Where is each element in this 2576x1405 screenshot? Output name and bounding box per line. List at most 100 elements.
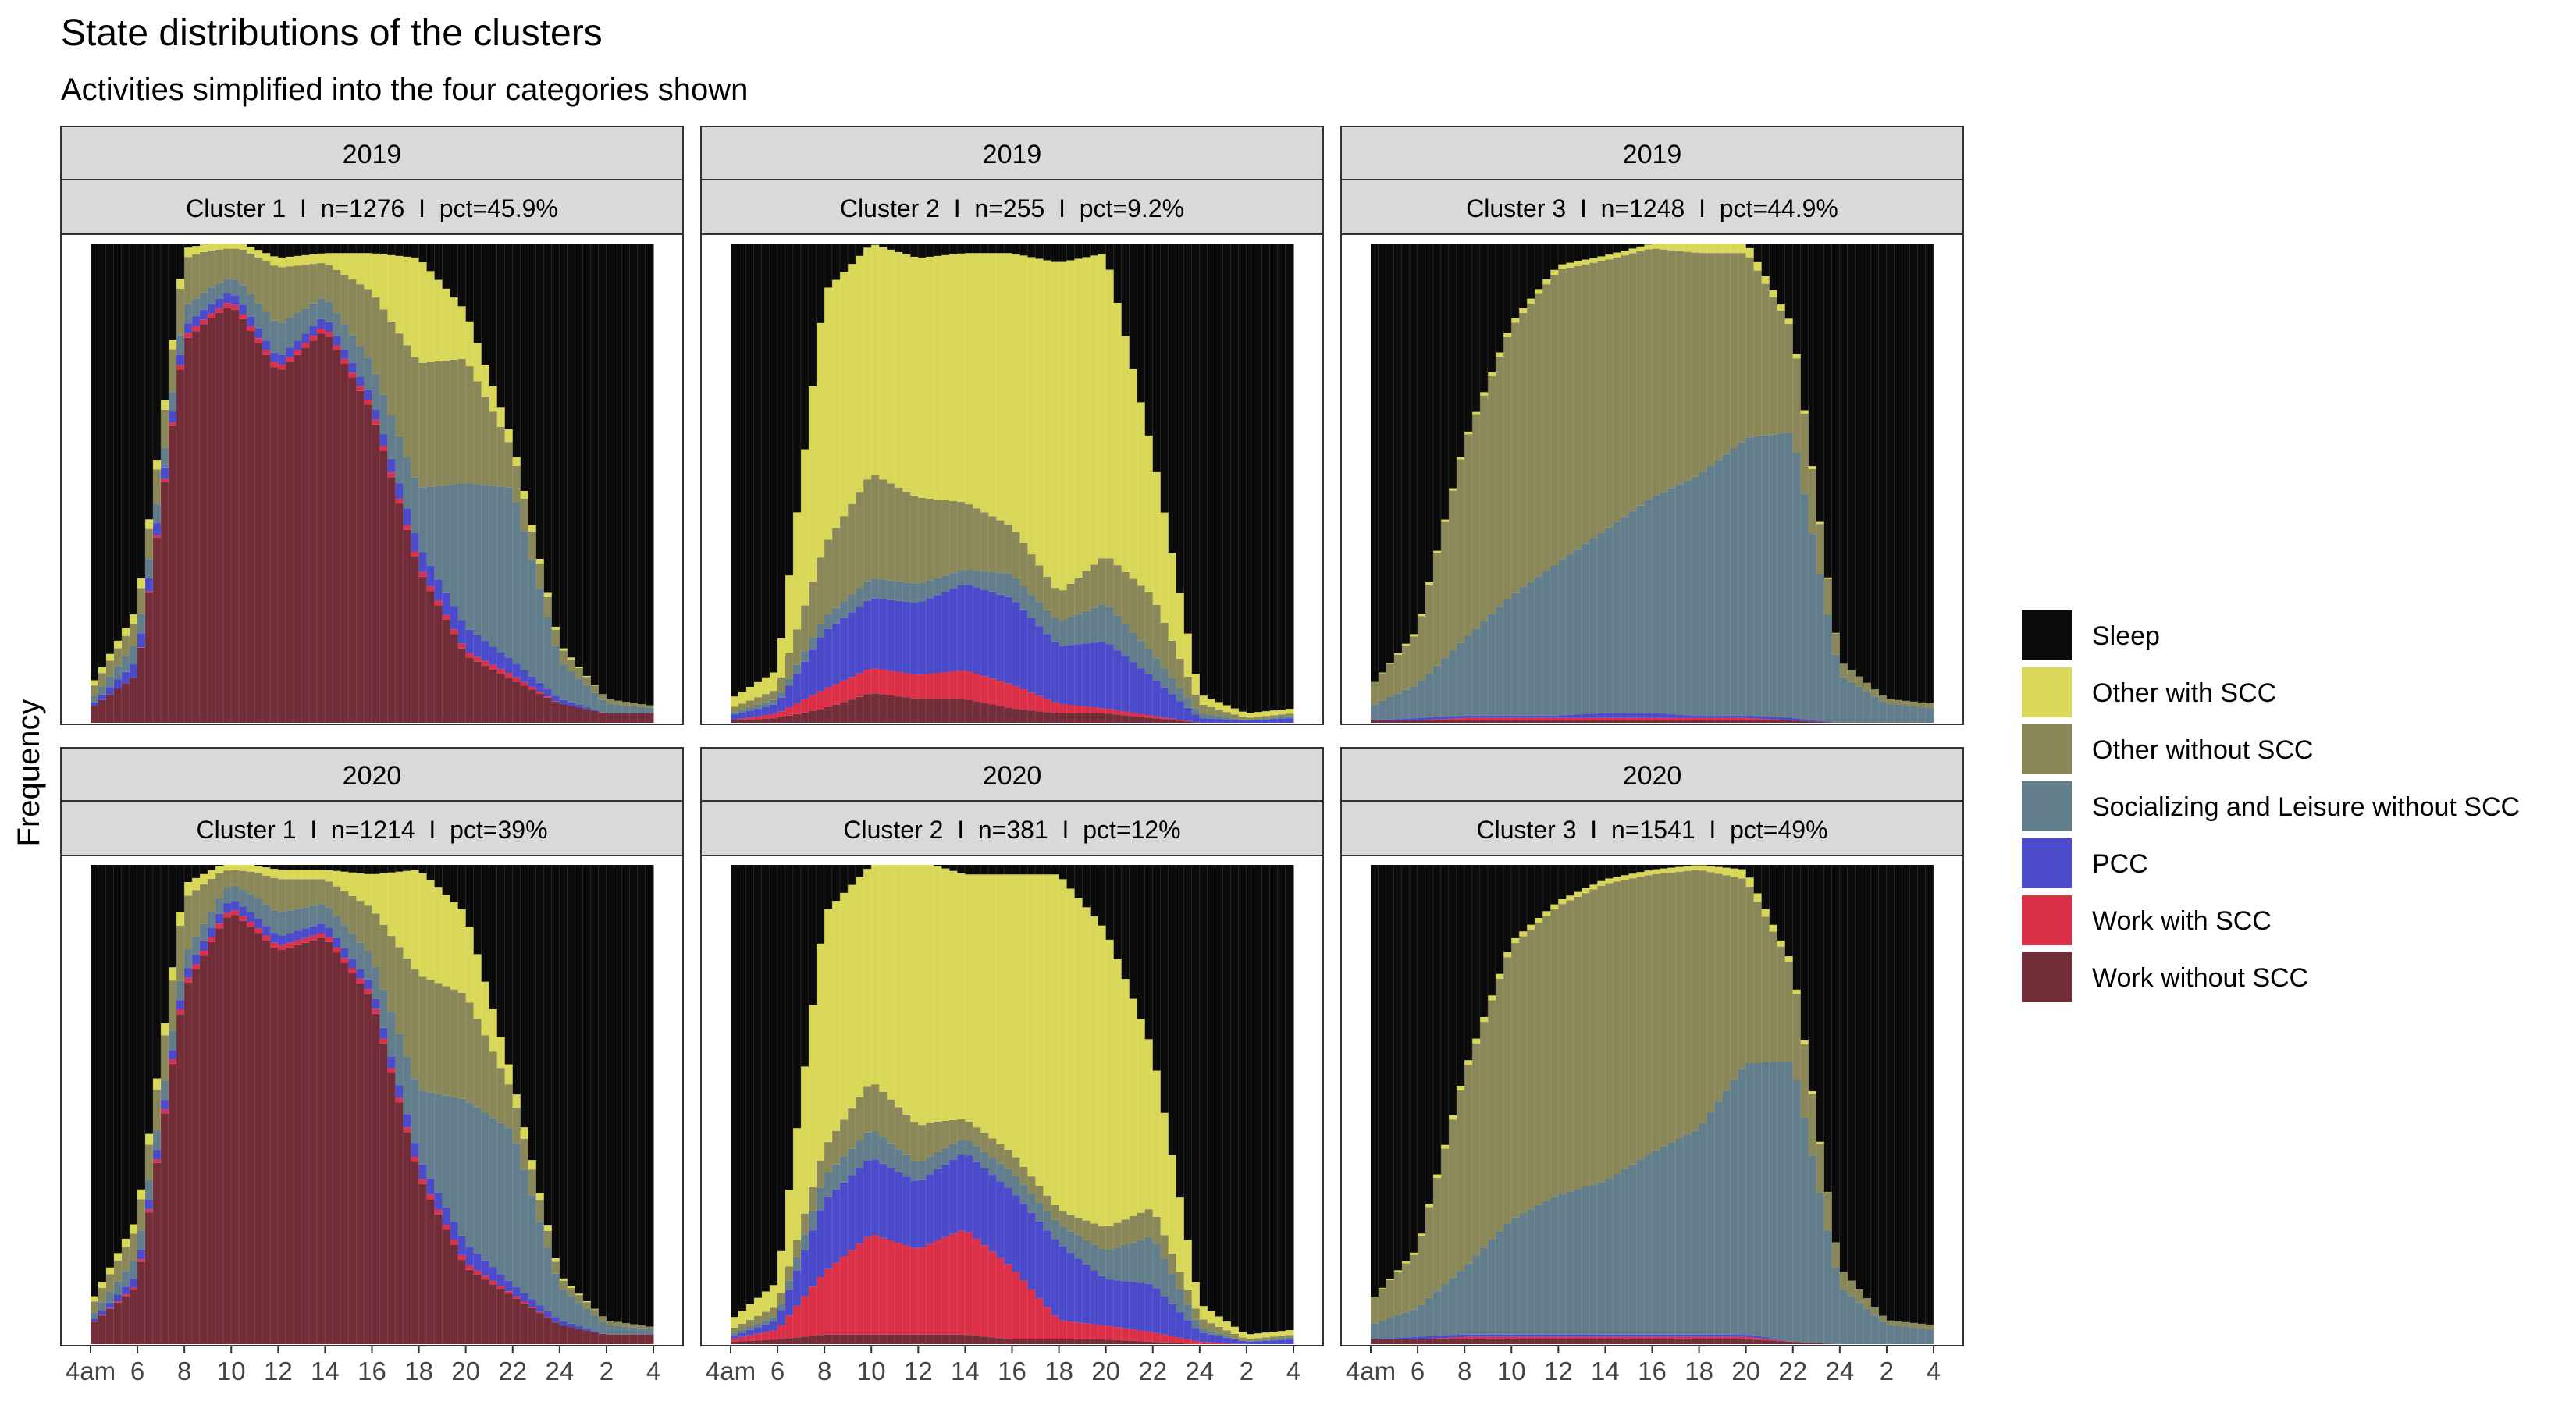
bar-segment-pcc [192, 955, 201, 965]
bar-segment-socializing-and-leisure-without-scc [1550, 1197, 1559, 1335]
bar-segment-work-without-scc [1113, 1339, 1123, 1344]
bar-segment-socializing-and-leisure-without-scc [1066, 1231, 1076, 1253]
bar-segment-work-without-scc [1433, 720, 1442, 723]
bar-segment-work-without-scc [1558, 720, 1567, 723]
bar-segment-work-without-scc [418, 1183, 428, 1344]
bar-segment-other-with-scc [1699, 865, 1708, 871]
bar-segment-socializing-and-leisure-without-scc [481, 1112, 490, 1261]
bar-segment-sleep [309, 244, 318, 254]
bar-segment-other-with-scc [1535, 289, 1543, 294]
bar-segment-other-with-scc [590, 1308, 600, 1310]
bar-separator [1542, 236, 1543, 723]
bar-segment-work-without-scc [1706, 720, 1716, 723]
bar-segment-other-without-scc [442, 986, 451, 1096]
bar-segment-other-without-scc [333, 269, 342, 314]
bar-segment-work-without-scc [1542, 1339, 1551, 1344]
bar-segment-pcc [762, 1324, 770, 1332]
bar-segment-socializing-and-leisure-without-scc [1644, 1154, 1653, 1335]
bar-segment-socializing-and-leisure-without-scc [1511, 592, 1520, 716]
bar-segment-socializing-and-leisure-without-scc [941, 575, 950, 592]
bar-segment-work-without-scc [895, 696, 903, 723]
bar-segment-other-without-scc [1503, 336, 1512, 599]
bar-segment-pcc [130, 664, 138, 678]
bar-segment-work-without-scc [848, 1334, 856, 1344]
bar-segment-work-with-scc [294, 350, 302, 355]
bars [731, 857, 1294, 1345]
bar-segment-work-without-scc [1152, 718, 1162, 723]
bar-segment-other-without-scc [1886, 699, 1895, 704]
bar-segment-work-without-scc [372, 424, 381, 723]
bar-segment-work-without-scc [941, 699, 950, 723]
cluster-strip-label: Cluster 1 I n=1214 I pct=39% [196, 816, 547, 844]
bar-separator [152, 857, 154, 1344]
bar-segment-pcc [1777, 717, 1786, 720]
bar-segment-sleep [1792, 244, 1802, 354]
bar-segment-pcc [1246, 720, 1255, 723]
bar-segment-work-with-scc [496, 1286, 506, 1289]
bar-segment-pcc [1753, 1336, 1763, 1339]
bar-segment-pcc [1277, 1339, 1286, 1344]
bar-segment-other-without-scc [1480, 1022, 1489, 1248]
bar-segment-pcc [1730, 715, 1739, 718]
bar-segment-work-with-scc [481, 1275, 490, 1280]
bar-separator [1784, 857, 1786, 1344]
bar-segment-other-with-scc [1277, 710, 1286, 715]
bar-segment-work-without-scc [1043, 1339, 1052, 1344]
bar-segment-sleep [1207, 244, 1216, 699]
bar-segment-other-without-scc [965, 1122, 974, 1141]
bar-segment-other-with-scc [1144, 435, 1154, 592]
bar-segment-socializing-and-leisure-without-scc [1535, 1204, 1543, 1335]
bar-segment-other-without-scc [1394, 654, 1403, 694]
bar-segment-pcc [1144, 1283, 1154, 1332]
bar-separator [559, 857, 560, 1344]
bar-segment-socializing-and-leisure-without-scc [1792, 1080, 1802, 1343]
bar-segment-other-with-scc [535, 558, 545, 564]
bar-segment-other-without-scc [457, 992, 467, 1099]
bar-segment-sleep [559, 244, 568, 649]
bar-segment-sleep [465, 865, 475, 927]
bar-segment-sleep [996, 865, 1005, 875]
bar-segment-sleep [1816, 244, 1825, 522]
bar-segment-work-with-scc [801, 699, 809, 713]
bar-segment-work-with-scc [817, 691, 825, 710]
bar-segment-work-without-scc [364, 994, 373, 1344]
bar-segment-sleep [192, 244, 201, 247]
bar-segment-sleep [1261, 244, 1271, 712]
bar-segment-work-with-scc [1706, 1336, 1716, 1339]
bars [1371, 857, 1934, 1345]
bar-segment-sleep [1418, 865, 1426, 1234]
bar-segment-work-without-scc [1667, 720, 1677, 723]
bar-segment-pcc [1488, 1334, 1496, 1337]
bar-separator [1246, 236, 1247, 723]
bar-segment-other-without-scc [1839, 663, 1848, 678]
bar-segment-pcc [1043, 1230, 1052, 1307]
bar-segment-other-with-scc [1051, 874, 1060, 1205]
bar-segment-other-without-scc [777, 1292, 786, 1304]
bar-segment-sleep [184, 865, 193, 882]
bar-segment-socializing-and-leisure-without-scc [1418, 681, 1426, 718]
bar-segment-other-with-scc [1027, 257, 1037, 555]
bar-segment-other-with-scc [1090, 255, 1099, 565]
bar-segment-sleep [309, 865, 318, 870]
bar-segment-pcc [457, 1236, 467, 1255]
bar-segment-other-with-scc [1566, 895, 1574, 901]
bar-segment-socializing-and-leisure-without-scc [856, 1140, 864, 1168]
bar-segment-other-with-scc [294, 255, 302, 266]
bar-segment-other-with-scc [1589, 884, 1598, 890]
bar-segment-socializing-and-leisure-without-scc [254, 303, 263, 329]
bar-segment-work-without-scc [247, 331, 255, 723]
bar-segment-work-without-scc [738, 720, 747, 723]
bar-segment-pcc [1464, 1334, 1473, 1337]
bar-segment-socializing-and-leisure-without-scc [340, 324, 350, 350]
bar-segment-pcc [1433, 717, 1442, 720]
bar-segment-work-without-scc [910, 1334, 919, 1344]
bar-segment-other-without-scc [645, 1326, 654, 1329]
bar-segment-work-without-scc [1823, 722, 1833, 723]
bar-segment-socializing-and-leisure-without-scc [1418, 1304, 1426, 1337]
bar-segment-work-without-scc [1183, 721, 1193, 724]
bar-segment-sleep [598, 244, 607, 695]
legend-key-other-with-scc [2022, 667, 2072, 717]
bar-segment-sleep [1831, 865, 1841, 1243]
bar-segment-other-with-scc [450, 297, 459, 360]
bar-segment-sleep [395, 865, 404, 872]
